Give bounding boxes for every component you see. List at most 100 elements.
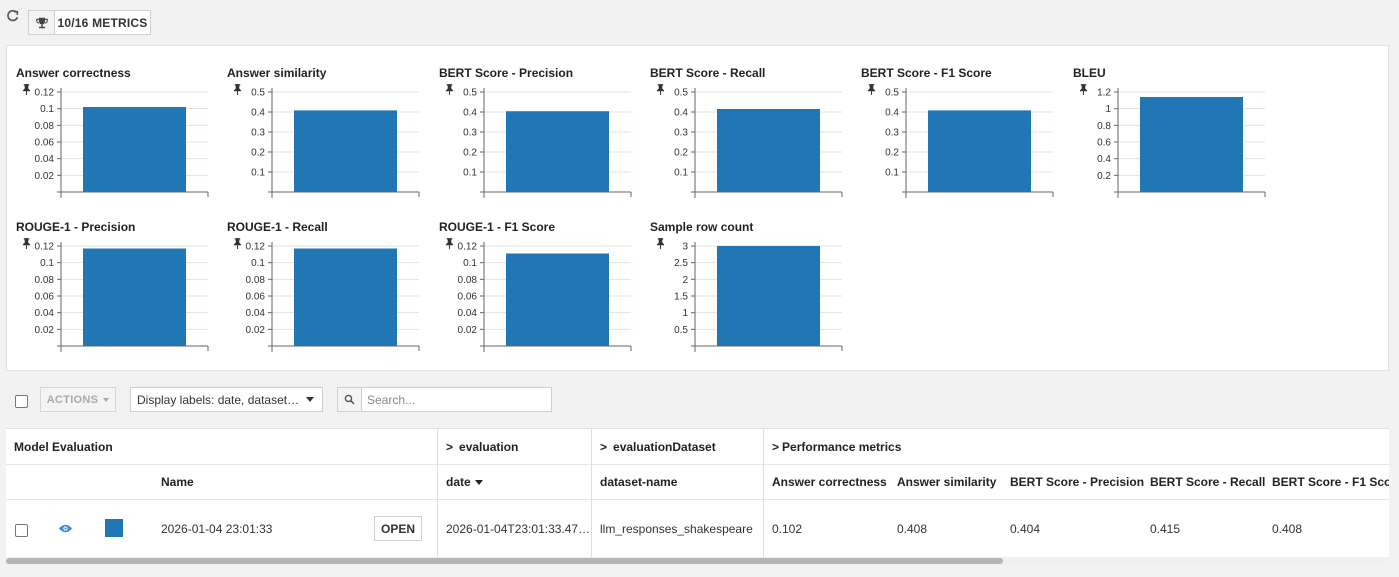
metric-chart: Answer similarity 0.1 0.2 0.3 0.4 0.5 bbox=[227, 66, 432, 211]
chart-plot: 0.02 0.04 0.06 0.08 0.1 0.12 bbox=[246, 242, 420, 352]
bar[interactable] bbox=[1140, 97, 1243, 192]
metric-chart: BERT Score - Precision 0.1 0.2 0.3 0.4 0.5 bbox=[439, 66, 644, 211]
y-tick-label: 1.5 bbox=[674, 292, 688, 303]
pin-icon[interactable] bbox=[445, 84, 454, 95]
caret-down-icon bbox=[306, 397, 314, 402]
pin-icon[interactable] bbox=[656, 84, 665, 95]
group-evaluation-label: evaluation bbox=[459, 439, 519, 454]
column-bert-precision[interactable]: BERT Score - Precision bbox=[1010, 475, 1145, 489]
y-tick-label: 0.5 bbox=[674, 88, 688, 99]
column-answer-correctness[interactable]: Answer correctness bbox=[772, 475, 887, 489]
y-tick-label: 0.02 bbox=[35, 325, 55, 336]
pin-icon[interactable] bbox=[22, 238, 31, 249]
group-evaluation-dataset-label: evaluationDataset bbox=[613, 439, 716, 454]
column-name[interactable]: Name bbox=[161, 475, 194, 489]
chart-title-text: ROUGE-1 - F1 Score bbox=[439, 220, 556, 234]
pin-icon[interactable] bbox=[1079, 84, 1088, 95]
group-evaluation-dataset[interactable]: > evaluationDataset bbox=[600, 429, 765, 464]
y-tick-label: 0.2 bbox=[1097, 171, 1111, 182]
row-bert-precision: 0.404 bbox=[1010, 522, 1041, 536]
y-tick-label: 0.2 bbox=[674, 148, 688, 159]
chart-title-text: Answer similarity bbox=[227, 66, 327, 80]
y-tick-label: 0.02 bbox=[35, 171, 55, 182]
select-all-checkbox[interactable] bbox=[15, 395, 28, 408]
group-performance-metrics[interactable]: > Performance metrics bbox=[772, 429, 1072, 464]
column-divider bbox=[591, 429, 592, 558]
display-labels-value: Display labels: date, dataset… bbox=[137, 392, 300, 407]
y-tick-label: 0.12 bbox=[246, 242, 266, 253]
row-checkbox[interactable] bbox=[15, 524, 28, 537]
y-tick-label: 0.5 bbox=[674, 325, 688, 336]
metric-chart: BERT Score - Recall 0.1 0.2 0.3 0.4 0.5 bbox=[650, 66, 855, 211]
y-tick-label: 0.12 bbox=[458, 242, 478, 253]
bar[interactable] bbox=[294, 248, 397, 347]
bar[interactable] bbox=[928, 110, 1031, 192]
column-answer-similarity[interactable]: Answer similarity bbox=[897, 475, 997, 489]
y-tick-label: 0.6 bbox=[1097, 138, 1111, 149]
chart-plot: 0.2 0.4 0.6 0.8 1 1.2 bbox=[1097, 88, 1266, 198]
bar[interactable] bbox=[506, 253, 609, 347]
chart-title: ROUGE-1 - Precision bbox=[16, 220, 135, 249]
column-dataset-name[interactable]: dataset-name bbox=[600, 475, 678, 489]
y-tick-label: 0.1 bbox=[40, 104, 54, 115]
actions-button[interactable]: ACTIONS bbox=[40, 387, 116, 412]
group-evaluation[interactable]: > evaluation bbox=[446, 429, 596, 464]
chart-plot: 0.02 0.04 0.06 0.08 0.1 0.12 bbox=[35, 88, 209, 198]
column-bert-recall[interactable]: BERT Score - Recall bbox=[1150, 475, 1266, 489]
y-tick-label: 0.2 bbox=[463, 148, 477, 159]
bar[interactable] bbox=[294, 110, 397, 192]
bar[interactable] bbox=[717, 246, 820, 346]
column-date[interactable]: date bbox=[446, 465, 483, 499]
refresh-icon[interactable] bbox=[4, 9, 20, 26]
y-tick-label: 0.1 bbox=[463, 258, 477, 269]
y-tick-label: 0.04 bbox=[246, 308, 266, 319]
row-name: 2026-01-04 23:01:33 bbox=[161, 522, 273, 536]
bar[interactable] bbox=[717, 109, 820, 192]
chart-title: BLEU bbox=[1073, 66, 1106, 95]
search-icon bbox=[338, 388, 362, 411]
pin-icon[interactable] bbox=[867, 84, 876, 95]
y-tick-label: 0.06 bbox=[246, 292, 266, 303]
pin-icon[interactable] bbox=[445, 238, 454, 249]
row-answer-similarity: 0.408 bbox=[897, 522, 928, 536]
metric-chart: Answer correctness 0.02 0.04 0.06 0.08 0.1 0.1… bbox=[16, 66, 221, 211]
pin-icon[interactable] bbox=[233, 238, 242, 249]
y-tick-label: 0.1 bbox=[40, 258, 54, 269]
row-dataset-name: llm_responses_shakespeare bbox=[600, 522, 753, 536]
y-tick-label: 0.1 bbox=[463, 168, 477, 179]
y-tick-label: 0.06 bbox=[35, 292, 55, 303]
pin-icon[interactable] bbox=[233, 84, 242, 95]
top-bar: 10/16 METRICS bbox=[0, 0, 1399, 42]
pin-icon[interactable] bbox=[22, 84, 31, 95]
chart-plot: 0.1 0.2 0.3 0.4 0.5 bbox=[463, 88, 632, 198]
eye-icon[interactable] bbox=[58, 522, 73, 535]
y-tick-label: 3 bbox=[682, 242, 688, 253]
y-tick-label: 1 bbox=[1105, 104, 1111, 115]
bar[interactable] bbox=[83, 107, 186, 192]
y-tick-label: 0.4 bbox=[674, 108, 688, 119]
y-tick-label: 0.08 bbox=[35, 275, 55, 286]
bar[interactable] bbox=[83, 248, 186, 347]
group-performance-metrics-label: Performance metrics bbox=[782, 439, 902, 454]
search-input[interactable] bbox=[362, 388, 551, 411]
table-group-header: Model Evaluation > evaluation > evaluation… bbox=[6, 429, 1389, 465]
y-tick-label: 0.4 bbox=[885, 108, 899, 119]
metrics-selector-button[interactable]: 10/16 METRICS bbox=[28, 10, 151, 35]
y-tick-label: 2 bbox=[682, 275, 688, 286]
chart-title: ROUGE-1 - Recall bbox=[227, 220, 328, 249]
y-tick-label: 0.04 bbox=[35, 308, 55, 319]
y-tick-label: 0.04 bbox=[458, 308, 478, 319]
bar[interactable] bbox=[506, 111, 609, 192]
open-button[interactable]: OPEN bbox=[374, 516, 422, 541]
y-tick-label: 0.2 bbox=[251, 148, 265, 159]
y-tick-label: 0.08 bbox=[246, 275, 266, 286]
column-bert-f1[interactable]: BERT Score - F1 Sco bbox=[1272, 475, 1389, 489]
color-swatch[interactable] bbox=[105, 519, 123, 537]
table-row[interactable]: 2026-01-04 23:01:33 OPEN 2026-01-04T23:0… bbox=[6, 500, 1389, 558]
chart-title: Answer correctness bbox=[16, 66, 131, 95]
horizontal-scrollbar-thumb[interactable] bbox=[6, 558, 1003, 564]
y-tick-label: 0.1 bbox=[251, 258, 265, 269]
chevron-right-icon: > bbox=[446, 439, 454, 454]
pin-icon[interactable] bbox=[656, 238, 665, 249]
display-labels-select[interactable]: Display labels: date, dataset… bbox=[130, 387, 323, 412]
